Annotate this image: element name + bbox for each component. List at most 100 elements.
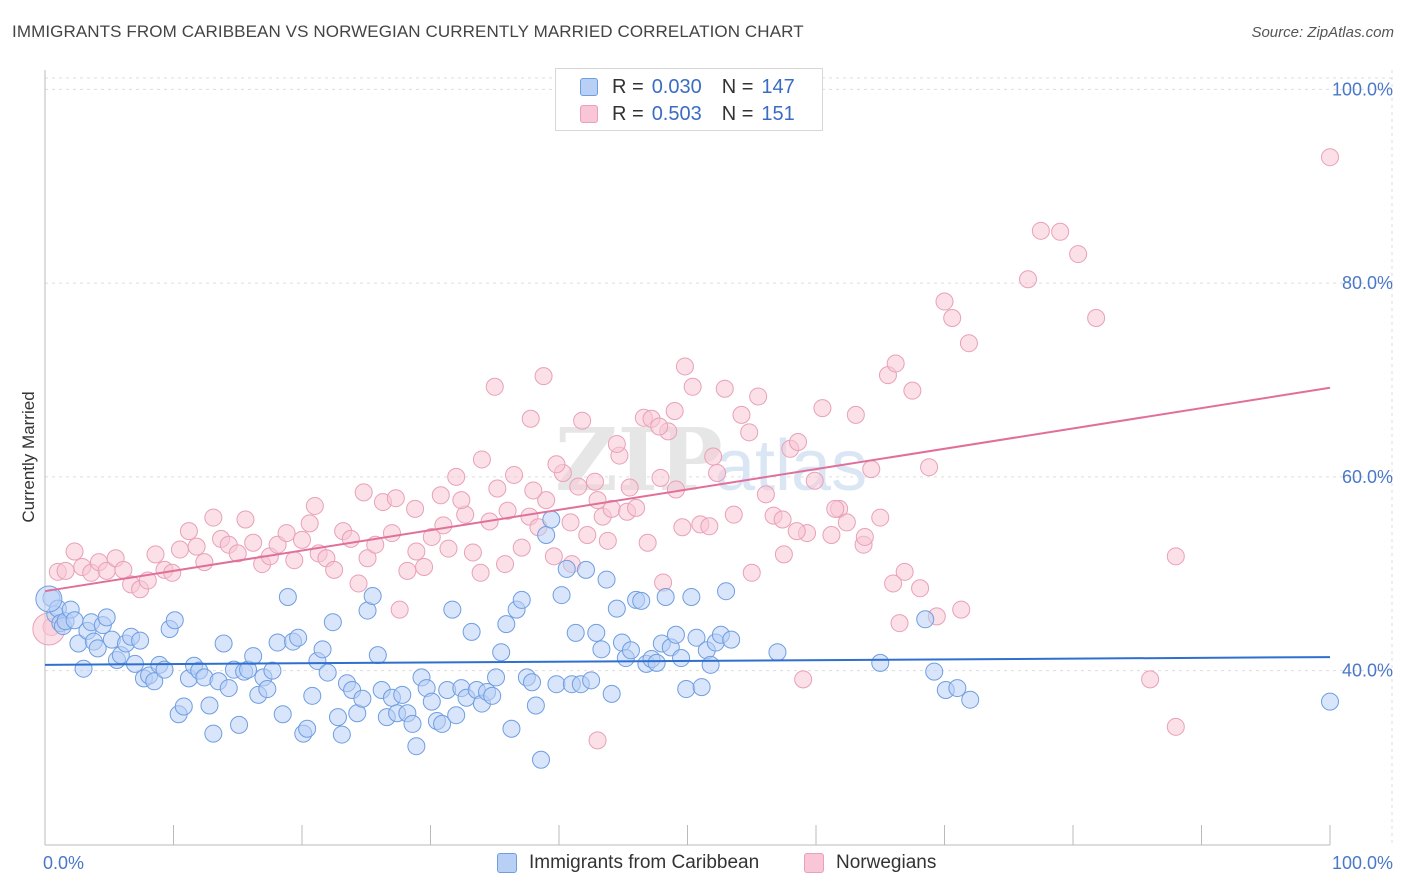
norwegians-point: [627, 498, 646, 517]
norwegians-point: [187, 537, 206, 556]
series-legend: Immigrants from Caribbean Norwegians: [0, 852, 1406, 876]
caribbean-point: [298, 719, 317, 738]
caribbean-point: [244, 647, 263, 666]
norwegians-point: [749, 387, 768, 406]
caribbean-trend-line: [44, 656, 1331, 666]
caribbean-point: [547, 675, 566, 694]
caribbean-point: [407, 737, 426, 756]
caribbean-point: [666, 625, 685, 644]
legend-r-label: R =: [612, 102, 644, 125]
norwegians-point: [547, 455, 566, 474]
caribbean-point: [318, 663, 337, 682]
caribbean-point: [323, 613, 342, 632]
norwegians-point: [512, 538, 531, 557]
norwegians-point: [354, 483, 373, 502]
norwegians-point: [472, 450, 491, 469]
norwegians-point: [341, 529, 360, 548]
series-label-caribbean: Immigrants from Caribbean: [529, 852, 760, 873]
caribbean-point: [621, 641, 640, 660]
caribbean-point: [219, 679, 238, 698]
caribbean-point: [537, 526, 556, 544]
caribbean-point: [88, 639, 107, 658]
norwegians-point: [1321, 148, 1339, 167]
norwegians-point: [544, 547, 563, 566]
caribbean-point: [433, 714, 452, 733]
norwegians-point: [837, 513, 856, 532]
norwegians-point: [673, 518, 692, 537]
legend-n-label: N =: [721, 102, 754, 125]
caribbean-point: [672, 649, 691, 668]
norwegians-point: [452, 491, 471, 510]
norwegians-point: [862, 460, 881, 479]
caribbean-point: [701, 655, 720, 674]
caribbean-point: [582, 671, 601, 690]
caribbean-point: [492, 643, 511, 662]
norwegians-point: [959, 334, 978, 353]
norwegians-point: [505, 465, 524, 484]
caribbean-point: [214, 634, 233, 653]
norwegians-point: [305, 496, 324, 515]
legend-n-label: N =: [721, 75, 754, 98]
series-swatch-pink: [804, 853, 824, 873]
tick-labels: 40.0% 60.0% 80.0% 100.0% 0.0% 100.0%: [43, 79, 1393, 873]
norwegians-point: [855, 527, 874, 546]
caribbean-point: [363, 587, 382, 606]
norwegians-point: [886, 354, 905, 373]
norwegians-point: [884, 574, 903, 593]
norwegians-point: [300, 514, 319, 533]
caribbean-point: [155, 660, 174, 679]
norwegians-point: [573, 411, 592, 430]
norwegians-point: [585, 472, 604, 491]
caribbean-points: [35, 510, 1339, 769]
caribbean-point: [393, 685, 412, 704]
caribbean-point: [687, 628, 706, 647]
norwegians-point: [952, 600, 971, 619]
series-legend-caribbean: Immigrants from Caribbean: [497, 852, 759, 874]
norwegians-point: [524, 481, 543, 500]
caribbean-point: [74, 659, 93, 678]
norwegians-point: [578, 526, 597, 544]
norwegians-point: [496, 555, 515, 574]
norwegians-point: [358, 549, 377, 568]
y-axis-title: Currently Married: [19, 391, 38, 522]
legend-n-value: 151: [761, 102, 795, 125]
caribbean-point: [97, 608, 116, 627]
norwegians-point: [471, 563, 490, 582]
caribbean-point: [916, 610, 935, 629]
norwegians-point: [943, 309, 962, 327]
caribbean-point: [462, 622, 481, 641]
caribbean-point: [647, 653, 666, 672]
norwegians-point: [607, 434, 626, 453]
caribbean-point: [487, 668, 506, 687]
norwegians-point: [228, 544, 247, 563]
norwegians-point: [805, 471, 824, 490]
correlation-legend: R = 0.030 N = 147 R = 0.503 N = 151: [555, 68, 823, 131]
caribbean-point: [174, 697, 193, 716]
caribbean-point: [602, 684, 621, 703]
norwegians-point: [195, 553, 214, 572]
norwegians-point: [756, 485, 775, 504]
norwegians-point: [935, 292, 954, 311]
norwegians-point: [1166, 547, 1185, 566]
caribbean-point: [447, 706, 466, 725]
caribbean-point: [328, 708, 347, 727]
norwegians-point: [434, 516, 453, 535]
norwegians-point: [1141, 670, 1160, 689]
legend-r-label: R =: [612, 75, 644, 98]
caribbean-point: [925, 662, 944, 681]
norwegians-point: [708, 464, 727, 482]
norwegians-point: [826, 499, 845, 518]
norwegians-point: [774, 545, 793, 564]
norwegians-point: [447, 467, 466, 486]
norwegians-point: [179, 522, 198, 541]
norwegians-point: [146, 545, 165, 564]
caribbean-point: [332, 725, 351, 744]
caribbean-point: [632, 591, 651, 610]
caribbean-point: [289, 628, 308, 647]
source-label: Source: ZipAtlas.com: [1251, 24, 1394, 41]
caribbean-point: [403, 714, 422, 733]
caribbean-point: [443, 600, 462, 619]
norwegians-point: [794, 670, 813, 689]
norwegians-point: [650, 417, 669, 436]
